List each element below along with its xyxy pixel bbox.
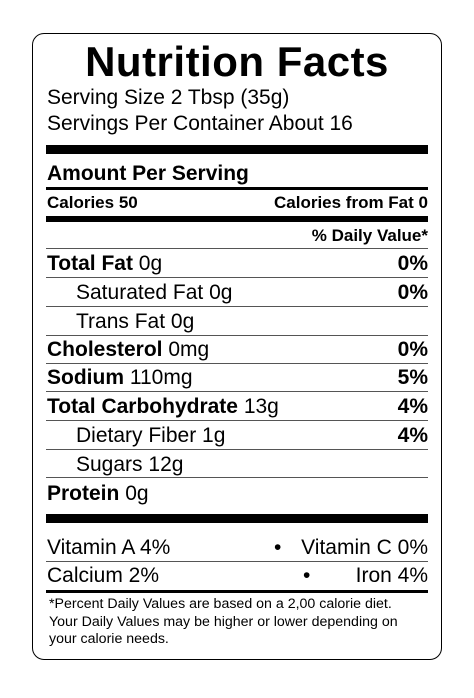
footnote-line: *Percent Daily Values are based on a 2,0… (49, 596, 392, 612)
bullet-separator: • (303, 564, 311, 587)
calcium: Calcium 2% (47, 564, 160, 587)
nutrition-label-border (32, 33, 442, 660)
serving-size: Serving Size 2 Tbsp (35g) (47, 86, 290, 109)
footnote-divider (46, 590, 428, 593)
thick-divider-vitamins (46, 514, 428, 523)
servings-per-container: Servings Per Container About 16 (47, 112, 353, 135)
divider (46, 248, 428, 249)
calories-from-fat: Calories from Fat 0 (273, 193, 428, 212)
nutrient-dv: 5% (397, 366, 428, 389)
footnote-line: your calorie needs. (49, 631, 169, 647)
nutrient-name: Protein (47, 482, 120, 505)
divider (46, 477, 428, 478)
nutrient-dv: 4% (397, 424, 428, 447)
nutrient-name: Total Fat (47, 252, 133, 275)
nutrient-dv: 4% (397, 395, 428, 418)
divider (46, 561, 428, 562)
calories-label: Calories 50 (47, 193, 138, 212)
nutrient-amount: 13g (243, 395, 279, 418)
thick-divider-top (46, 145, 428, 154)
nutrient-dv: 0% (397, 281, 428, 304)
divider (46, 306, 428, 307)
label-title: Nutrition Facts (85, 38, 389, 85)
nutrient-amount: 0g (138, 252, 163, 275)
medium-divider (46, 187, 428, 190)
nutrient-name: Dietary Fiber (76, 424, 197, 447)
nutrient-amount: 110mg (129, 366, 193, 389)
nutrient-amount: 0g (125, 482, 149, 505)
footnote: *Percent Daily Values are based on a 2,0… (49, 596, 429, 649)
divider (46, 363, 428, 364)
divider (46, 335, 428, 336)
nutrient-name: Sugars (76, 453, 143, 476)
bullet-separator: • (274, 536, 282, 559)
nutrient-name: Cholesterol (47, 338, 163, 361)
divider (46, 420, 428, 421)
nutrient-amount: 1g (202, 424, 226, 447)
nutrient-name: Sodium (47, 366, 124, 389)
divider (46, 277, 428, 278)
divider (46, 391, 428, 392)
vitamin-a: Vitamin A 4% (47, 536, 171, 559)
thick-divider-calories (46, 216, 428, 222)
divider (46, 449, 428, 450)
nutrient-amount: 12g (148, 453, 184, 476)
iron: Iron 4% (355, 564, 428, 587)
nutrient-amount: 0mg (168, 338, 210, 361)
nutrient-dv: 0% (397, 252, 428, 275)
vitamin-c: Vitamin C 0% (301, 536, 428, 559)
nutrient-dv: 0% (397, 338, 428, 361)
nutrient-name: Saturated Fat (76, 281, 204, 304)
nutrient-amount: 0g (209, 281, 233, 304)
nutrient-amount: 0g (170, 310, 195, 333)
footnote-line: Your Daily Values may be higher or lower… (49, 613, 398, 630)
nutrient-name: Trans Fat (76, 310, 166, 333)
nutrient-name: Total Carbohydrate (47, 395, 238, 418)
